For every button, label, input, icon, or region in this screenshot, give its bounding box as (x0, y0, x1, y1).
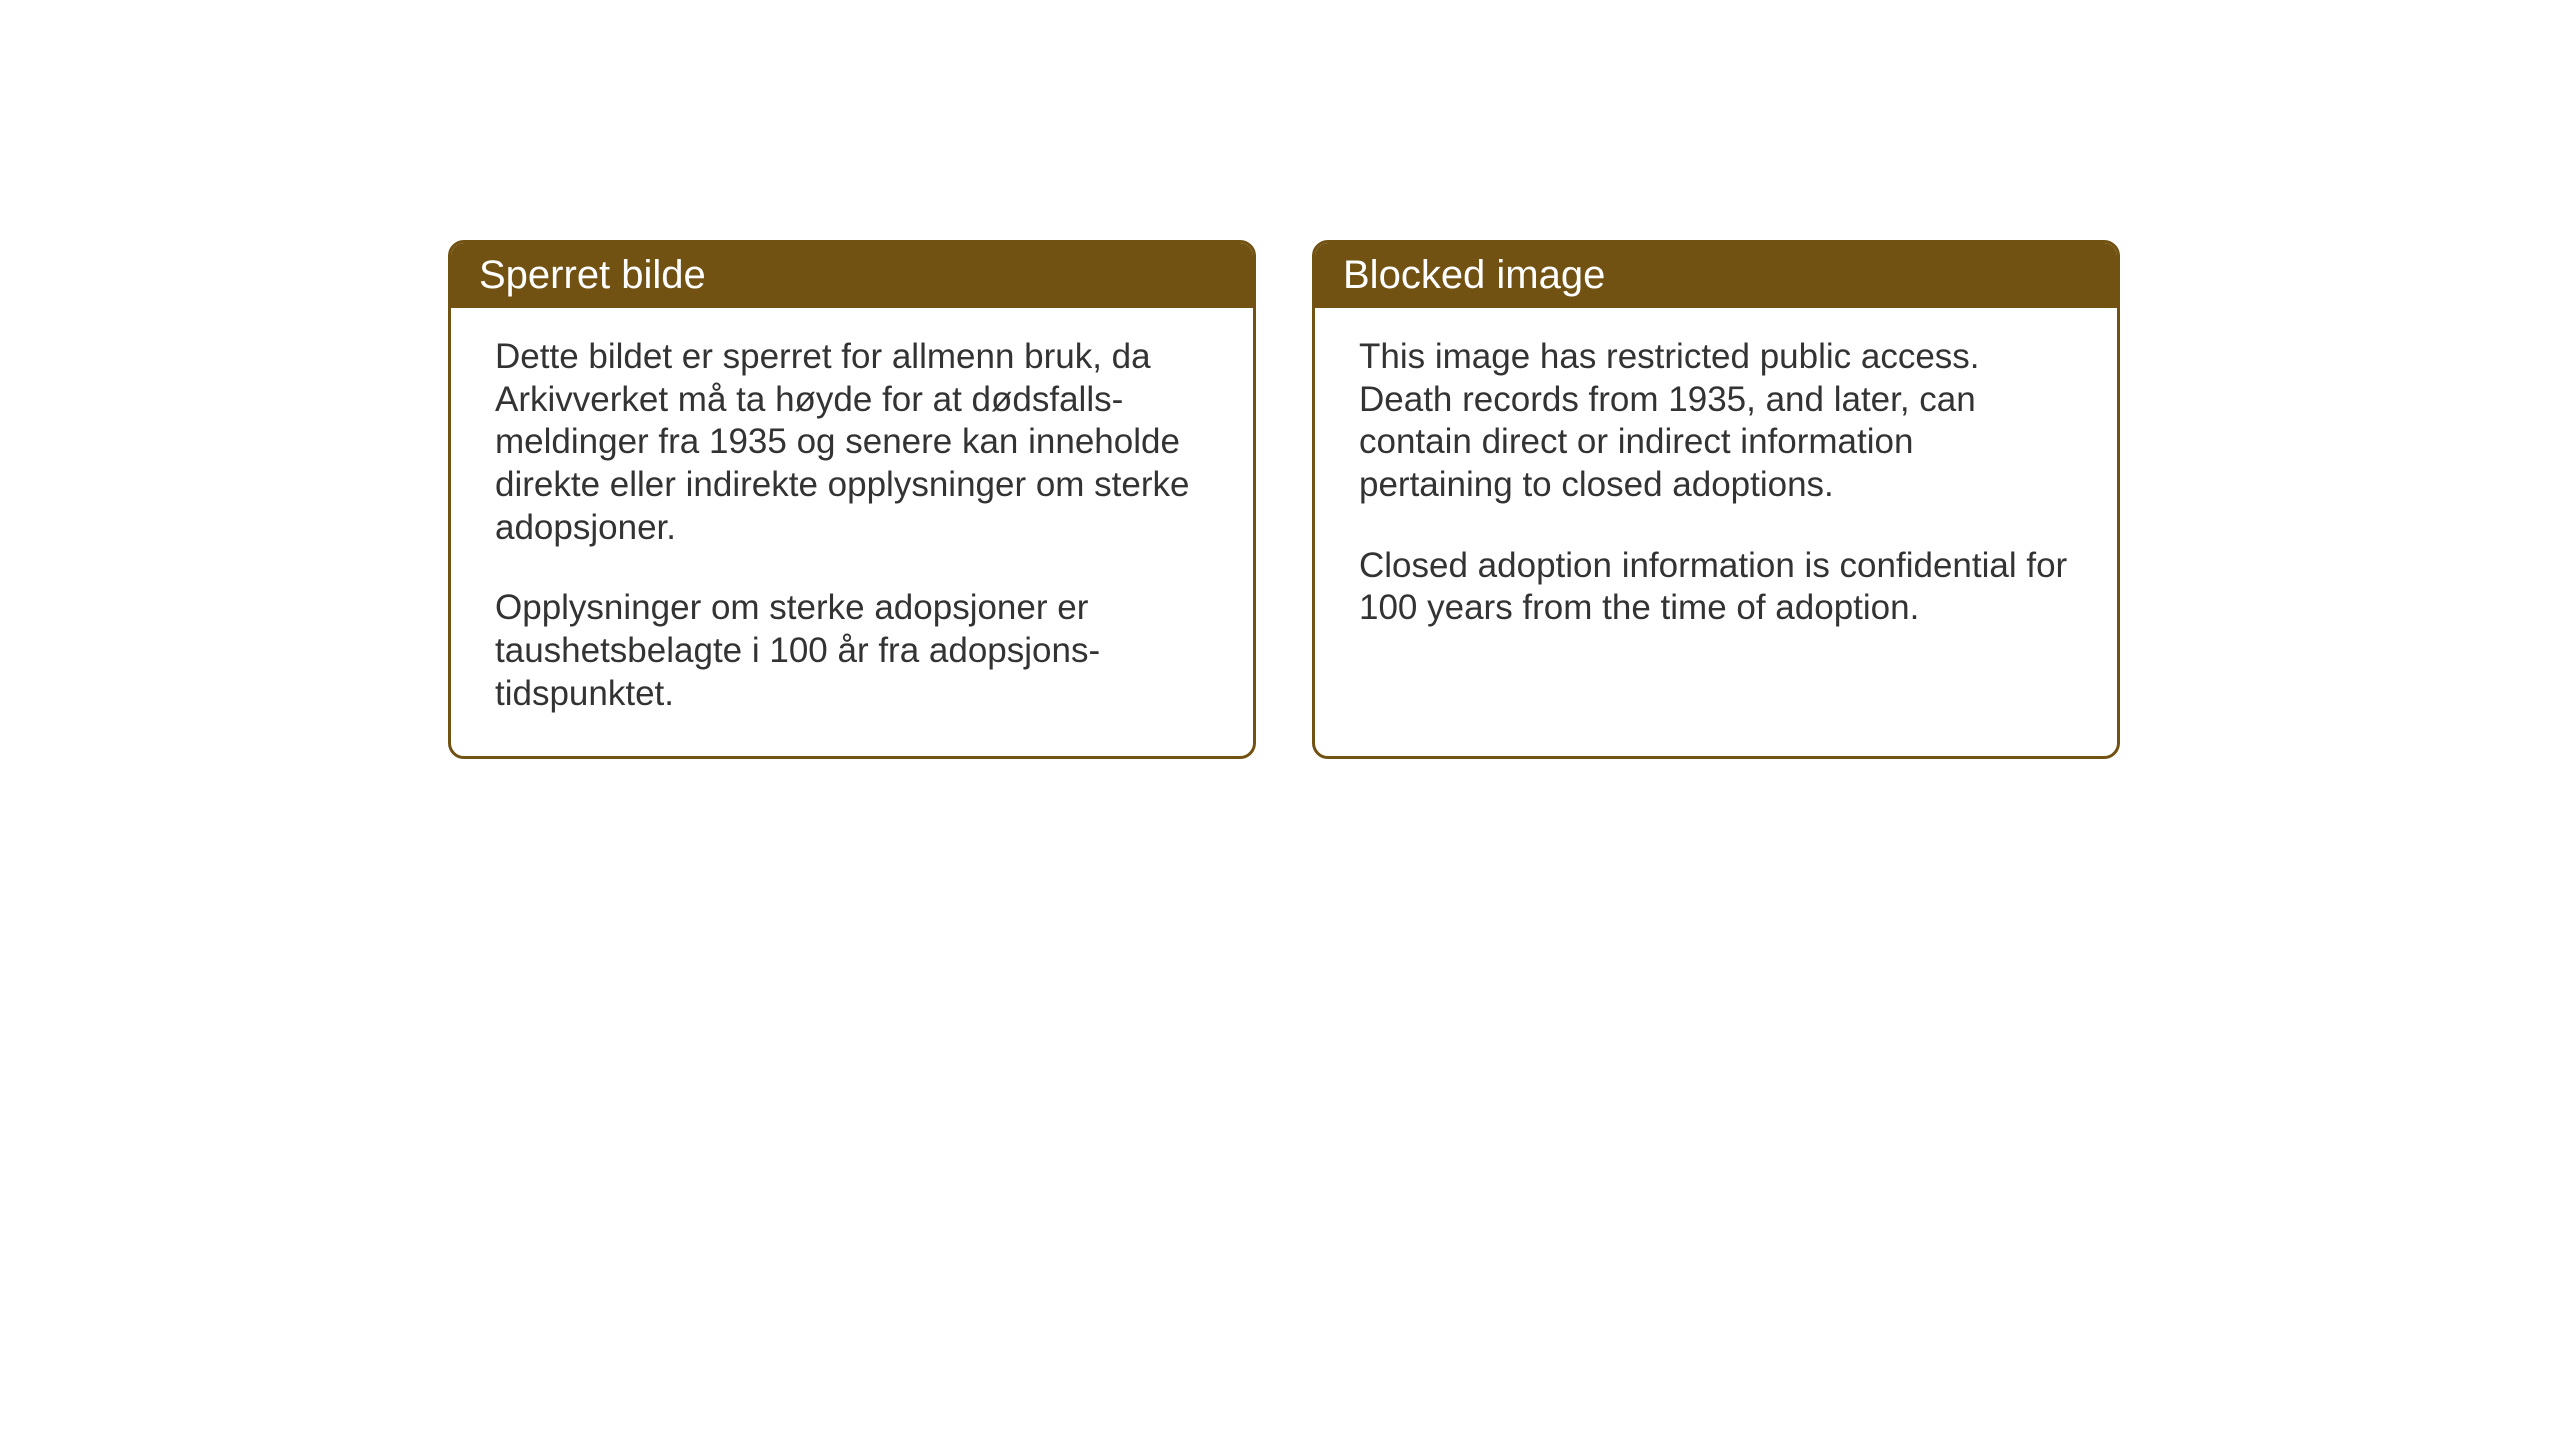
card-header-norwegian: Sperret bilde (451, 243, 1253, 308)
card-header-english: Blocked image (1315, 243, 2117, 308)
card-body-english: This image has restricted public access.… (1315, 308, 2117, 670)
paragraph-text: Closed adoption information is confident… (1359, 545, 2073, 630)
paragraph-text: Dette bildet er sperret for allmenn bruk… (495, 336, 1209, 549)
notice-container: Sperret bilde Dette bildet er sperret fo… (448, 240, 2120, 759)
paragraph-text: Opplysninger om sterke adopsjoner er tau… (495, 587, 1209, 715)
notice-card-norwegian: Sperret bilde Dette bildet er sperret fo… (448, 240, 1256, 759)
card-body-norwegian: Dette bildet er sperret for allmenn bruk… (451, 308, 1253, 756)
notice-card-english: Blocked image This image has restricted … (1312, 240, 2120, 759)
paragraph-text: This image has restricted public access.… (1359, 336, 2073, 507)
